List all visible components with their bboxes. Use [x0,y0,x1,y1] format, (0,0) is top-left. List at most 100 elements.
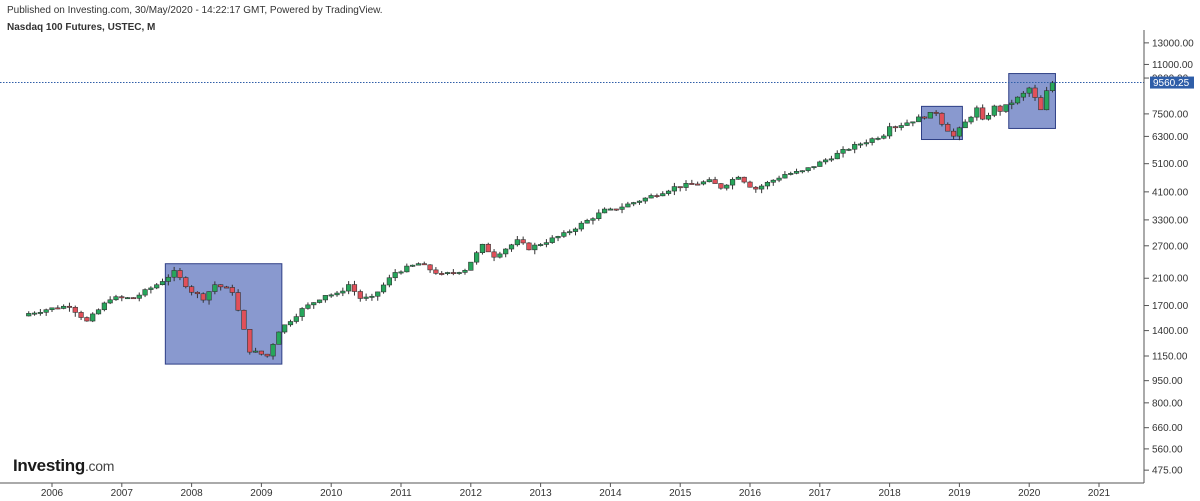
candle-2018-08 [927,112,933,119]
candle-2016-05 [770,179,776,186]
candle-2015-04 [695,181,701,186]
candle-2017-07 [852,141,858,154]
candle-2014-09 [654,193,660,198]
candle-2019-09 [1003,104,1009,113]
candle-2010-08 [369,293,375,301]
candle-2010-02 [334,291,340,297]
y-tick-label: 5100.00 [1152,159,1189,170]
candle-2009-05 [282,324,288,334]
candle-2018-04 [904,119,910,126]
candle-2016-03 [759,184,765,194]
candle-2010-03 [340,287,346,297]
candle-2017-01 [817,160,823,167]
candle-2007-01 [119,295,125,302]
candle-2020-05 [1049,80,1056,93]
candle-2015-07 [712,176,718,184]
candle-2019-07 [991,104,997,118]
candle-2010-06 [357,289,363,302]
candle-2013-05 [561,230,567,238]
candle-2014-05 [631,201,637,207]
candle-2014-02 [613,208,619,212]
x-tick-label: 2021 [1088,488,1111,499]
candle-2008-02 [194,291,201,299]
x-tick-label: 2016 [739,488,762,499]
candle-2008-08 [229,284,235,296]
candle-2016-06 [776,175,782,183]
y-tick-label: 2700.00 [1152,241,1189,252]
candle-2007-08 [159,278,166,286]
y-tick-label: 7500.00 [1152,109,1189,120]
candle-2014-03 [619,203,625,214]
candle-2020-02 [1032,84,1038,101]
candle-2008-11 [247,329,253,355]
candle-2015-05 [700,180,707,186]
candle-2008-10 [241,309,247,330]
candle-2006-04 [66,302,73,312]
candle-2014-06 [636,200,643,205]
candle-2010-10 [380,282,387,294]
logo-brand: Investing [13,456,85,475]
y-tick-label: 2100.00 [1152,274,1189,285]
last-price-marker: 9560.25 [1150,76,1194,89]
candle-2012-07 [503,248,509,258]
candle-2019-01 [956,126,962,141]
candle-2020-01 [1026,86,1032,97]
candle-2018-02 [892,125,899,132]
candle-2014-11 [665,189,672,196]
candle-2019-11 [1014,96,1021,105]
candle-2006-06 [78,310,84,321]
candle-2019-04 [974,105,980,121]
candle-2015-11 [735,175,741,180]
candle-2014-08 [648,193,654,199]
candle-2009-12 [322,295,328,303]
candle-2018-10 [939,112,945,127]
candle-2014-12 [671,182,677,196]
candle-2008-01 [189,285,195,296]
x-tick-label: 2012 [460,488,483,499]
candle-2019-05 [980,104,986,121]
last-price-value: 9560.25 [1153,78,1190,89]
x-tick-label: 2007 [111,488,134,499]
x-tick-label: 2020 [1018,488,1041,499]
candle-2007-02 [125,297,131,300]
candle-2017-12 [881,133,887,140]
candle-2011-07 [433,267,439,275]
candle-2017-02 [823,158,829,165]
candle-2005-09 [26,311,32,317]
candle-2016-04 [764,180,771,190]
x-tick-label: 2017 [809,488,832,499]
candle-2016-12 [811,166,817,170]
candle-2008-05 [212,281,218,295]
candle-2015-09 [724,184,730,191]
candle-2009-10 [311,302,317,309]
candle-2013-02 [543,239,550,248]
candle-2011-08 [439,271,445,276]
candle-2012-10 [520,236,526,245]
candle-2015-01 [677,186,683,192]
candle-2005-11 [37,308,43,316]
candle-2012-05 [491,249,497,262]
candle-2017-03 [828,155,835,162]
candle-2014-07 [642,197,648,204]
candle-2012-12 [532,242,538,255]
candle-2012-09 [514,235,520,247]
candle-2009-06 [287,319,294,327]
candle-2012-01 [468,261,474,271]
y-tick-label: 1400.00 [1152,326,1189,337]
candle-2010-04 [346,281,352,295]
candle-2007-05 [142,288,148,298]
chart-symbol-title: Nasdaq 100 Futures, USTEC, M [7,22,156,33]
candle-2015-02 [683,180,689,191]
investing-logo[interactable]: Investing.com [13,456,114,476]
candle-2018-12 [950,128,957,140]
candle-2018-09 [933,110,939,117]
candle-2018-05 [910,121,916,127]
candle-2011-02 [404,263,410,273]
candle-2016-07 [782,171,788,179]
candle-2007-07 [154,283,160,290]
candle-2008-06 [218,284,224,291]
candle-2013-03 [549,235,555,244]
candle-2010-05 [351,280,358,296]
candle-2017-05 [840,146,846,158]
y-tick-label: 560.00 [1152,444,1183,455]
